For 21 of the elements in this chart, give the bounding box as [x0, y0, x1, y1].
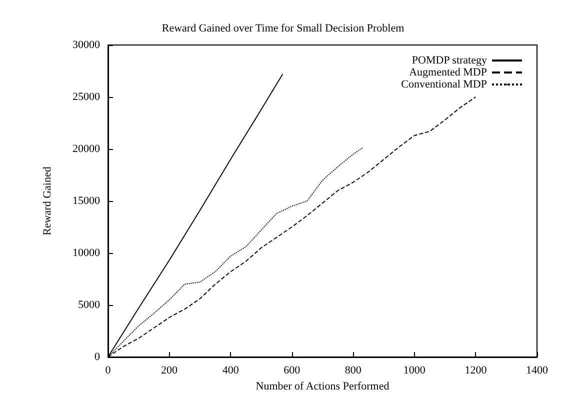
- y-tick-label: 20000: [72, 143, 100, 155]
- chart-title: Reward Gained over Time for Small Decision Problem: [162, 22, 405, 34]
- x-tick-label: 0: [105, 364, 112, 376]
- legend-label: Conventional MDP: [401, 78, 487, 90]
- x-tick-label: 400: [222, 364, 240, 376]
- x-tick-label: 200: [161, 364, 178, 376]
- x-axis-title: Number of Actions Performed: [256, 380, 390, 392]
- x-tick-label: 1000: [403, 364, 426, 376]
- legend-label: POMDP strategy: [412, 54, 488, 66]
- x-tick-label: 800: [344, 364, 362, 376]
- y-tick-label: 25000: [72, 91, 100, 103]
- x-tick-label: 600: [284, 364, 301, 376]
- y-tick-label: 5000: [78, 299, 100, 311]
- y-axis-title: Reward Gained: [42, 166, 54, 236]
- x-tick-label: 1200: [464, 364, 488, 376]
- y-tick-label: 30000: [72, 39, 100, 51]
- y-tick-label: 15000: [72, 195, 100, 207]
- y-tick-label: 10000: [72, 247, 100, 259]
- x-tick-label: 1400: [526, 364, 548, 376]
- y-tick-label: 0: [94, 351, 100, 363]
- legend-label: Augmented MDP: [409, 66, 487, 78]
